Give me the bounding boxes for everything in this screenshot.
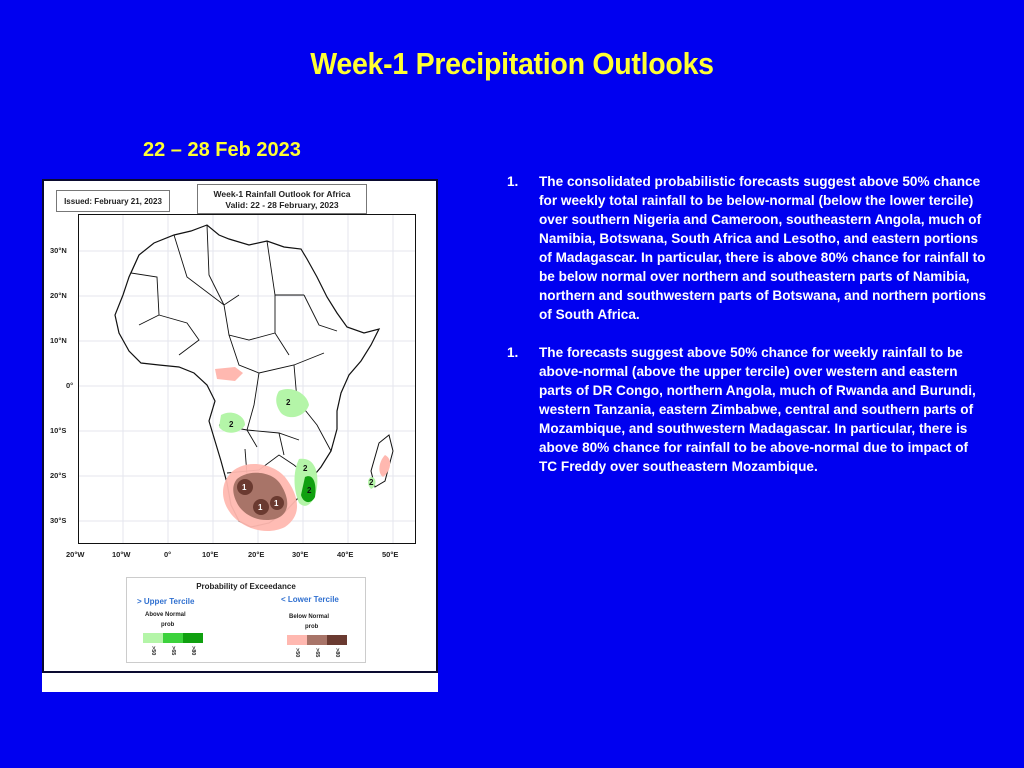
map-title-line2: Valid: 22 - 28 February, 2023 xyxy=(225,200,339,210)
bullet-text: The consolidated probabilistic forecasts… xyxy=(539,174,987,322)
lon-label-10w: 10°W xyxy=(112,550,131,559)
legend-lower-tercile: < Lower Tercile xyxy=(281,595,339,604)
legend-title: Probability of Exceedance xyxy=(196,582,296,591)
lat-label-eq: 0° xyxy=(66,381,74,390)
forecast-bullet-list: 1. The consolidated probabilistic foreca… xyxy=(507,172,987,495)
legend-swatch-below-50 xyxy=(287,635,307,645)
legend-swatch-below-80 xyxy=(327,635,347,645)
bullet-number: 1. xyxy=(507,345,519,360)
legend-swatch-above-50 xyxy=(143,633,163,643)
bullet-number: 1. xyxy=(507,174,519,189)
svg-text:2: 2 xyxy=(286,398,291,407)
bullet-above-normal: 1. The forecasts suggest above 50% chanc… xyxy=(507,343,987,476)
map-title-box: Week-1 Rainfall Outlook for Africa Valid… xyxy=(197,184,367,214)
legend-tick-above-65: >65 xyxy=(170,646,176,656)
legend-below-normal: Below Normal xyxy=(289,614,330,620)
map-frame: Issued: February 21, 2023 Week-1 Rainfal… xyxy=(42,179,438,673)
legend-tick-above-50: >50 xyxy=(150,646,156,656)
africa-map-graphic: 1 1 1 2 2 2 2 2 xyxy=(79,215,415,543)
date-range-label: 22 – 28 Feb 2023 xyxy=(143,139,301,161)
legend-upper-tercile: > Upper Tercile xyxy=(137,597,195,606)
lon-label-20w: 20°W xyxy=(66,550,85,559)
lon-label-50e: 50°E xyxy=(382,550,399,559)
lat-label-10n: 10°N xyxy=(50,336,67,345)
svg-text:2: 2 xyxy=(303,464,308,473)
legend-tick-above-80: >80 xyxy=(190,646,196,656)
svg-text:1: 1 xyxy=(242,483,247,492)
map-area: 1 1 1 2 2 2 2 2 xyxy=(78,214,416,544)
svg-text:1: 1 xyxy=(258,503,263,512)
bullet-text: The forecasts suggest above 50% chance f… xyxy=(539,345,976,474)
legend-swatch-below-65 xyxy=(307,635,327,645)
slide-title: Week-1 Precipitation Outlooks xyxy=(310,46,714,81)
svg-text:2: 2 xyxy=(229,420,234,429)
svg-text:2: 2 xyxy=(307,486,312,495)
map-title-line1: Week-1 Rainfall Outlook for Africa xyxy=(213,189,351,199)
legend-above-normal: Above Normal xyxy=(145,612,186,618)
svg-text:2: 2 xyxy=(369,478,374,487)
lon-label-0: 0° xyxy=(164,550,172,559)
lat-label-20s: 20°S xyxy=(50,471,67,480)
legend-above-prob: prob xyxy=(161,622,175,628)
legend-swatch-above-80 xyxy=(183,633,203,643)
legend-tick-below-65: >65 xyxy=(314,648,320,658)
legend-tick-below-80: >80 xyxy=(334,648,340,658)
lon-label-10e: 10°E xyxy=(202,550,219,559)
lon-label-40e: 40°E xyxy=(337,550,354,559)
issued-date-box: Issued: February 21, 2023 xyxy=(56,190,170,212)
bullet-below-normal: 1. The consolidated probabilistic foreca… xyxy=(507,172,987,324)
lon-label-30e: 30°E xyxy=(292,550,309,559)
lon-label-20e: 20°E xyxy=(248,550,265,559)
probability-legend: Probability of Exceedance > Upper Tercil… xyxy=(126,577,366,663)
lat-label-20n: 20°N xyxy=(50,291,67,300)
lat-label-10s: 10°S xyxy=(50,426,67,435)
legend-below-prob: prob xyxy=(305,624,319,630)
rainfall-outlook-map-panel: Issued: February 21, 2023 Week-1 Rainfal… xyxy=(42,179,438,692)
lat-label-30n: 30°N xyxy=(50,246,67,255)
legend-swatch-above-65 xyxy=(163,633,183,643)
lat-label-30s: 30°S xyxy=(50,516,67,525)
legend-tick-below-50: >50 xyxy=(294,648,300,658)
svg-text:1: 1 xyxy=(274,499,279,508)
